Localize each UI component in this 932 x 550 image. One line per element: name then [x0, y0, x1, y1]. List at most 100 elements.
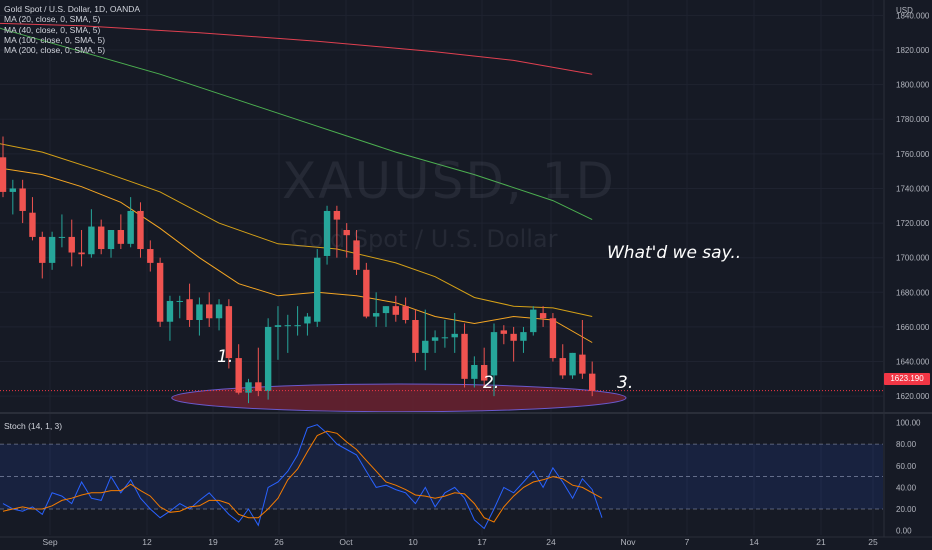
candle-body	[461, 333, 468, 379]
candle-body	[88, 226, 95, 255]
stoch-tick-label: 80.00	[896, 440, 917, 449]
ma200-legend[interactable]: MA (200, close, 0, SMA, 5)	[4, 45, 106, 56]
candle-up	[294, 306, 301, 336]
candle-up	[431, 330, 439, 353]
candle-up	[245, 378, 252, 404]
candle-body	[559, 358, 566, 376]
candle-body	[392, 306, 399, 315]
candle-down	[589, 361, 596, 397]
candle-body	[549, 318, 557, 359]
x-tick-label: Nov	[620, 537, 636, 547]
stoch-overbought-oversold-band	[0, 444, 883, 510]
candle-down	[343, 223, 350, 258]
x-tick-label: 17	[477, 537, 487, 547]
candle-down	[78, 230, 85, 267]
stoch-tick-label: 0.00	[896, 527, 912, 536]
candle-body	[156, 262, 164, 322]
candle-down	[186, 283, 193, 327]
x-tick-label: 12	[142, 537, 152, 547]
candle-body	[0, 157, 7, 192]
candle-body	[520, 332, 527, 341]
candle-body	[107, 230, 115, 250]
candle-body	[176, 300, 183, 302]
candle-down	[206, 292, 213, 327]
candle-down	[500, 325, 508, 345]
stoch-legend[interactable]: Stoch (14, 1, 3)	[4, 421, 63, 431]
candle-body	[255, 382, 262, 391]
candle-down	[363, 262, 370, 319]
candle-down	[29, 197, 36, 241]
candle-body	[539, 313, 547, 319]
candle-body	[137, 210, 144, 250]
ma100-legend[interactable]: MA (100, close, 0, SMA, 5)	[4, 34, 106, 45]
candle-up	[9, 179, 17, 215]
candle-down	[19, 179, 26, 224]
candle-down	[235, 344, 242, 395]
stoch-tick-label: 20.00	[896, 505, 917, 514]
ma20-legend[interactable]: MA (20, close, 0, SMA, 5)	[4, 14, 101, 25]
candle-down	[68, 219, 75, 267]
stoch-tick-label: 60.00	[896, 462, 917, 471]
candle-down	[98, 219, 105, 255]
candle-body	[294, 325, 301, 327]
candle-body	[333, 210, 341, 220]
candle-up	[530, 306, 537, 336]
candle-body	[264, 326, 272, 391]
candle-down	[539, 306, 547, 327]
candle-body	[500, 330, 508, 334]
candle-body	[402, 306, 409, 320]
annotation-1: 1.	[217, 347, 234, 367]
x-tick-label: 10	[408, 537, 418, 547]
price-tick-label: 1800.000	[896, 81, 930, 90]
price-tick-label: 1640.000	[896, 358, 930, 367]
candle-body	[196, 304, 203, 320]
candle-down	[402, 297, 409, 324]
candle-body	[323, 210, 331, 256]
candle-up	[274, 306, 282, 360]
stoch-tick-label: 40.00	[896, 483, 917, 492]
candle-body	[274, 325, 282, 327]
candle-up	[323, 205, 331, 265]
candle-down	[579, 320, 586, 379]
candle-down	[255, 347, 262, 397]
stoch-k-line	[2, 424, 603, 530]
x-tick-label: 21	[816, 537, 826, 547]
candle-up	[451, 313, 458, 353]
candle-body	[48, 236, 56, 263]
candle-up	[284, 314, 291, 353]
price-tick-label: 1760.000	[896, 150, 930, 159]
candle-body	[9, 188, 17, 192]
candle-up	[176, 295, 183, 319]
candle-body	[117, 230, 125, 244]
x-tick-label: 19	[208, 537, 218, 547]
candle-up	[520, 326, 527, 353]
candle-down	[549, 313, 557, 362]
symbol-title[interactable]: Gold Spot / U.S. Dollar, 1D, OANDA	[4, 4, 141, 14]
ma-line	[0, 22, 593, 75]
annotation-3: 3.	[617, 373, 634, 393]
currency-label: USD	[896, 6, 913, 15]
annotation-main: What'd we say..	[607, 243, 742, 263]
candle-down	[117, 214, 125, 250]
candle-body	[441, 337, 449, 339]
ma40-legend[interactable]: MA (40, close, 0, SMA, 5)	[4, 24, 101, 35]
candle-body	[166, 300, 174, 322]
price-tick-label: 1740.000	[896, 184, 930, 193]
candle-body	[215, 304, 223, 319]
candle-body	[186, 299, 193, 320]
candle-down	[156, 257, 164, 327]
price-tick-label: 1620.000	[896, 392, 930, 401]
price-tick-label: 1700.000	[896, 254, 930, 263]
candle-down	[412, 309, 419, 362]
candle-body	[98, 226, 105, 250]
candle-body	[284, 325, 291, 327]
annotation-2: 2.	[483, 373, 500, 393]
candle-body	[127, 210, 134, 244]
candlesticks	[0, 136, 596, 404]
x-tick-label: 25	[868, 537, 878, 547]
stochastic-lines	[2, 424, 603, 530]
x-tick-label: 14	[749, 537, 759, 547]
candle-down	[137, 202, 144, 258]
